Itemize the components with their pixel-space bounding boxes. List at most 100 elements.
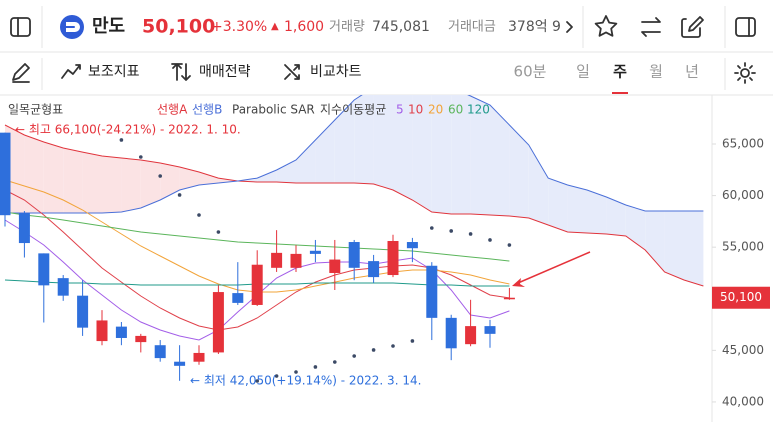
sar-dot (255, 379, 259, 383)
cloud-fill (373, 95, 393, 191)
period-tab[interactable]: 60분 (514, 63, 547, 81)
candle-body (368, 261, 380, 278)
cloud-fill (606, 197, 626, 237)
change-sign: ▲ (271, 21, 279, 32)
candle-body (57, 278, 69, 296)
sar-dot (274, 374, 279, 378)
period-tab[interactable]: 주 (613, 63, 627, 81)
cloud-fill (664, 210, 684, 280)
cloud-fill (179, 167, 199, 191)
cloud-fill (334, 99, 355, 184)
low-annotation: ← 최저 42,050(+19.14%) - 2022. 3. 14. (190, 374, 421, 388)
candle-body (18, 213, 30, 244)
candle-body (154, 345, 166, 359)
compare-icon (284, 64, 300, 80)
cloud-fill (393, 95, 413, 201)
cloud-fill (63, 148, 83, 214)
candle-body (387, 240, 399, 276)
cloud-fill (567, 184, 587, 234)
y-tick-label: 40,000 (722, 394, 764, 408)
y-tick-label: 55,000 (722, 240, 764, 254)
candle-body (115, 326, 127, 338)
cloud-fill (354, 95, 374, 185)
cloud-line (4, 124, 704, 287)
cloud-fill (645, 210, 665, 273)
legend: 일목균형표 선행A 선행B Parabolic SAR 지수이동평균 5 10 … (8, 102, 490, 117)
sar-dot (139, 155, 143, 159)
candle-body (174, 361, 186, 366)
candle-body (0, 132, 11, 216)
sidebar-button[interactable] (10, 17, 31, 37)
sar-dot (449, 229, 454, 233)
cloud-fill (296, 139, 316, 184)
price: 50,100 (142, 16, 215, 38)
cloud-fill (625, 204, 646, 250)
amount: 378억 9 (508, 19, 561, 35)
candle-body (232, 293, 244, 303)
cloud-fill (509, 125, 529, 218)
period-tab[interactable]: 일 (576, 63, 590, 81)
cloud-fill (160, 162, 180, 201)
settings-button[interactable] (740, 68, 750, 78)
candle-body (290, 253, 302, 268)
plot-area (0, 95, 704, 383)
sar-dot (507, 243, 512, 247)
sar-dot (177, 193, 182, 197)
last-price-tag (712, 286, 770, 309)
period-tab[interactable]: 년 (685, 63, 699, 81)
cloud-fill (82, 152, 102, 214)
pointer-arrowhead (512, 278, 525, 287)
period-tab[interactable]: 월 (649, 63, 663, 81)
cloud-fill (43, 142, 64, 214)
edit-button[interactable] (681, 16, 704, 38)
cloud-fill (490, 105, 510, 217)
volume-label: 거래량 (329, 20, 365, 35)
pointer-arrow (517, 251, 591, 284)
cloud-fill (140, 160, 161, 208)
panel-button[interactable] (735, 17, 756, 37)
legend-item: 60 (448, 103, 463, 117)
candle-body (96, 320, 108, 342)
ema-line (4, 189, 510, 331)
cloud-fill (470, 96, 490, 215)
stock-name[interactable]: 만도 (92, 16, 125, 37)
stock-logo (60, 15, 84, 39)
cloud-fill (412, 95, 432, 212)
icon-part (734, 62, 756, 84)
cloud-fill (431, 95, 452, 214)
indicator-button[interactable]: 보조지표 (88, 64, 140, 80)
toolbar: 보조지표 매매전략 비교차트 60분 일 주 월 년 (12, 58, 756, 94)
candle-body (251, 264, 263, 305)
header: 만도 50,100 +3.30% ▲ 1,600 거래량 745,081 거래대… (10, 6, 756, 48)
ema-line (4, 211, 510, 262)
change-pct: +3.30% (211, 19, 267, 35)
sar-dot (352, 354, 357, 358)
legend-item: 120 (467, 103, 490, 117)
strategy-icon (171, 63, 191, 81)
more-button[interactable] (566, 21, 573, 33)
candle-body (484, 326, 496, 334)
cloud-fill (276, 160, 296, 184)
legend-item: Parabolic SAR (232, 103, 315, 117)
indicator-icon (61, 64, 81, 79)
period-tabs: 60분 일 주 월 년 (514, 63, 699, 94)
cloud-fill (451, 95, 471, 214)
swap-button[interactable] (641, 17, 661, 37)
sar-dot (294, 370, 298, 374)
amount-clip: 거래대금 378억 9 (448, 19, 561, 35)
sar-dot (333, 360, 337, 364)
favorite-button[interactable] (594, 15, 618, 37)
price-axis: 40,000 45,000 55,000 60,000 65,000 50,100 (712, 137, 770, 408)
draw-button[interactable] (12, 63, 30, 83)
sar-dot (410, 339, 415, 343)
change-amount: 1,600 (284, 19, 324, 35)
strategy-button[interactable]: 매매전략 (199, 64, 251, 80)
cloud-fill (315, 119, 335, 184)
candle-body (193, 352, 205, 362)
compare-button[interactable]: 비교차트 (310, 64, 362, 80)
candle-body (445, 317, 457, 349)
cloud-fill (684, 210, 704, 286)
sar-dot (119, 138, 124, 142)
sar-dot (313, 365, 318, 369)
